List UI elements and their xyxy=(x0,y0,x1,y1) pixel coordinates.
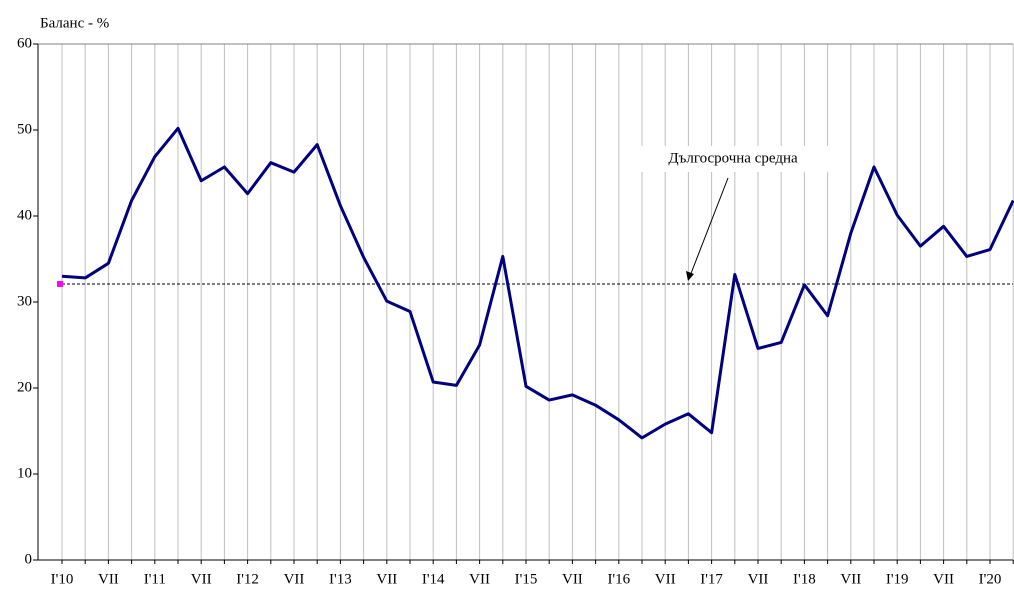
x-tick-label: VII xyxy=(655,571,676,587)
x-tick-label: I'15 xyxy=(515,571,538,587)
x-tick-label: VII xyxy=(748,571,769,587)
x-tick-label: I'11 xyxy=(144,571,166,587)
y-tick-label: 20 xyxy=(17,379,32,395)
x-tick-label: I'17 xyxy=(700,571,723,587)
x-tick-label: VII xyxy=(562,571,583,587)
annotation-arrowhead xyxy=(686,271,694,281)
x-tick-label: I'19 xyxy=(886,571,909,587)
x-tick-label: I'14 xyxy=(422,571,445,587)
y-tick-label: 0 xyxy=(25,551,33,567)
y-tick-label: 30 xyxy=(17,293,32,309)
x-tick-label: I'12 xyxy=(236,571,259,587)
x-tick-label: VII xyxy=(191,571,212,587)
y-axis-label: Баланс - % xyxy=(40,15,109,31)
x-tick-label: VII xyxy=(98,571,119,587)
average-marker xyxy=(57,280,63,287)
y-tick-label: 60 xyxy=(17,35,32,51)
x-tick-label: VII xyxy=(469,571,490,587)
annotation-bg xyxy=(628,146,838,172)
x-tick-label: I'13 xyxy=(329,571,352,587)
x-tick-label: VII xyxy=(933,571,954,587)
x-tick-label: I'16 xyxy=(607,571,630,587)
x-tick-label: VII xyxy=(376,571,397,587)
annotation-arrow xyxy=(689,177,729,277)
y-tick-label: 40 xyxy=(17,207,32,223)
x-tick-label: VII xyxy=(284,571,305,587)
x-tick-label: VII xyxy=(840,571,861,587)
x-tick-label: I'20 xyxy=(979,571,1002,587)
annotation: Дългосрочна средна xyxy=(668,150,798,166)
y-tick-label: 50 xyxy=(17,121,32,137)
x-tick-label: I'10 xyxy=(51,571,74,587)
x-tick-label: I'18 xyxy=(793,571,816,587)
y-tick-label: 10 xyxy=(17,465,32,481)
series-line xyxy=(61,126,1014,440)
